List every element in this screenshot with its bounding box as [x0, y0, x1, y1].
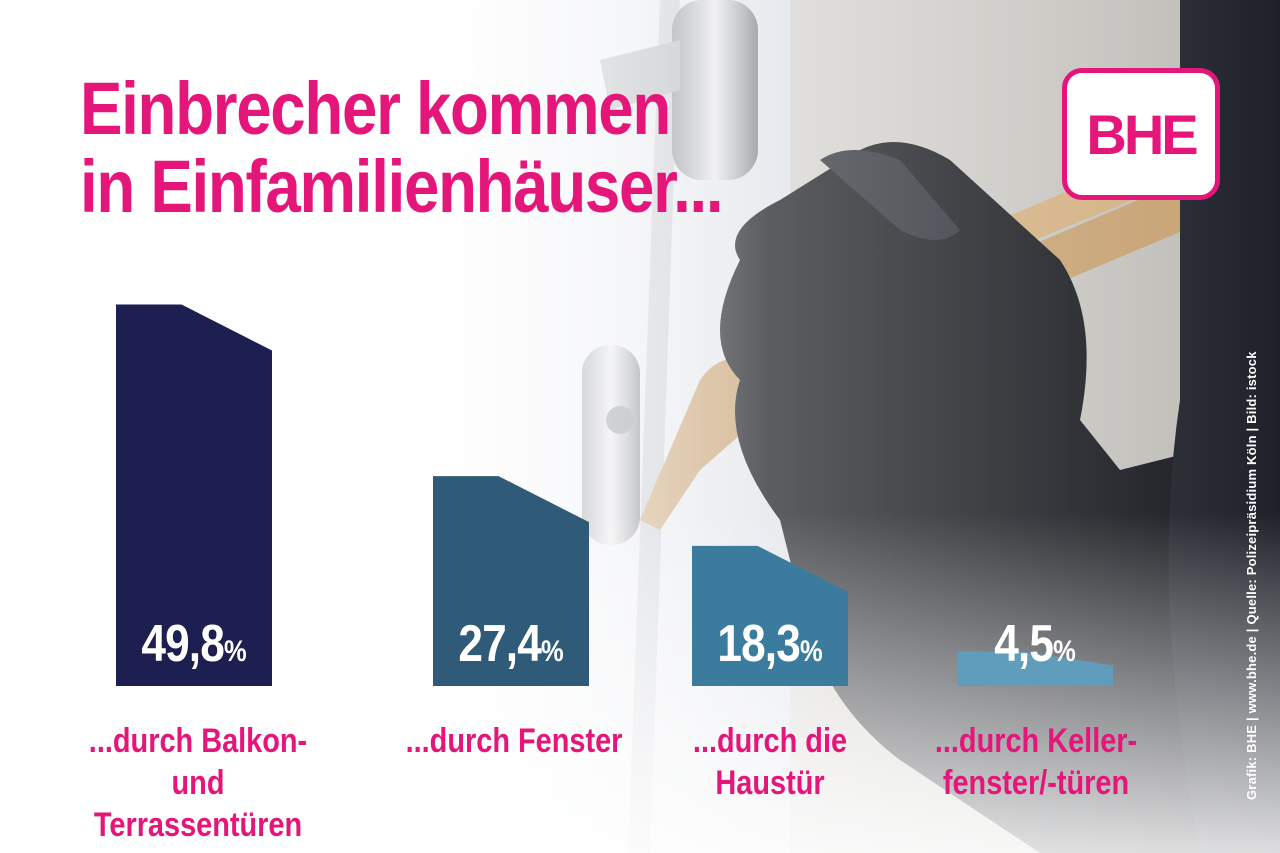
value-unit: % — [223, 635, 247, 668]
bar-value-label-1: 49,8% — [111, 614, 278, 674]
value-number: 4,5 — [994, 615, 1054, 673]
value-unit: % — [799, 635, 823, 668]
category-label-2: ...durch Fenster — [405, 722, 623, 760]
bar-2 — [433, 476, 589, 686]
bar-1 — [116, 304, 272, 686]
value-number: 49,8 — [141, 615, 224, 673]
value-unit: % — [1053, 635, 1076, 668]
credit-line: Grafik: BHE | www.bhe.de | Quelle: Poliz… — [1244, 351, 1259, 800]
bar-value-label-3: 18,3% — [687, 614, 854, 674]
bar-3 — [692, 545, 848, 686]
value-number: 27,4 — [458, 615, 541, 673]
bar-value-label-2: 27,4% — [428, 614, 595, 674]
logo-text: BHE — [1086, 102, 1198, 166]
title-line-1: Einbrecher kommen — [80, 67, 671, 150]
value-number: 18,3 — [717, 615, 800, 673]
category-label-4: ...durch Keller- fenster/-türen — [934, 722, 1138, 802]
category-label-1: ...durch Balkon- und Terrassentüren — [88, 722, 308, 844]
value-unit: % — [540, 635, 564, 668]
title-line-2: in Einfamilienhäuser... — [80, 145, 724, 228]
bar-value-label-4: 4,5% — [952, 614, 1119, 674]
category-label-3: ...durch die Haustür — [692, 722, 848, 802]
bar-4 — [957, 651, 1113, 686]
bhe-logo: BHE — [1062, 68, 1220, 200]
chart-title: Einbrecher kommen in Einfamilienhäuser..… — [80, 67, 724, 228]
